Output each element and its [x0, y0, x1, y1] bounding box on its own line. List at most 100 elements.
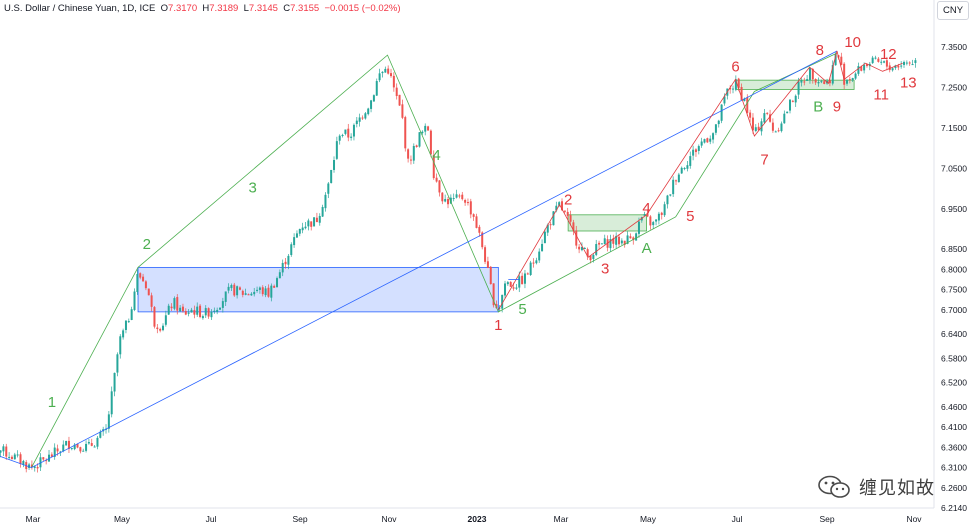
candle-body [0, 450, 2, 453]
candle-body [184, 311, 187, 315]
candle-body [885, 60, 888, 67]
candle-body [860, 66, 863, 71]
y-tick-label: 6.3600 [941, 442, 967, 452]
candle-body [914, 60, 917, 63]
low-value: 7.3145 [248, 3, 278, 14]
x-tick-label: Nov [381, 514, 397, 524]
candle-body [227, 286, 230, 291]
candle-body [558, 202, 561, 206]
low-label: L [243, 3, 249, 14]
candle-body [5, 446, 8, 457]
candle-body [375, 81, 378, 96]
y-tick-label: 6.2140 [941, 503, 967, 513]
candle-body [675, 180, 678, 182]
candle-body [518, 276, 521, 288]
candle-body [136, 274, 139, 292]
candle-body [201, 316, 204, 319]
candle-body [694, 149, 697, 153]
candle-body [757, 126, 760, 131]
time-axis: Mar May Jul Sep Nov 2023 Mar May Jul Sep Nov [26, 514, 923, 524]
candle-body [395, 87, 398, 97]
candle-body [392, 75, 395, 88]
candle-body [771, 122, 774, 131]
candle-body [823, 81, 826, 84]
candle-body [643, 214, 646, 216]
y-tick-label: 6.5200 [941, 378, 967, 388]
wave-label-red-7: 7 [760, 151, 768, 168]
candle-body [233, 284, 236, 296]
candle-body [284, 261, 287, 265]
candle-body [626, 235, 629, 244]
candle-body [261, 287, 264, 295]
wave-label-green-5: 5 [518, 301, 526, 318]
candle-body [398, 94, 401, 106]
candle-body [883, 61, 886, 63]
candle-body [854, 73, 857, 79]
candle-body [421, 131, 424, 134]
candle-body [179, 307, 182, 312]
x-tick-label: Jul [732, 514, 743, 524]
zones-layer [137, 79, 855, 313]
candle-body [350, 136, 353, 138]
candle-body [367, 108, 370, 115]
candle-body [429, 130, 432, 155]
candle-body [295, 233, 298, 238]
candle-body [187, 312, 190, 314]
candle-body [224, 291, 227, 302]
y-tick-label: 6.2600 [941, 483, 967, 493]
candle-body [110, 391, 113, 415]
candle-body [372, 95, 375, 102]
currency-button[interactable]: CNY [937, 1, 969, 20]
candle-body [412, 145, 415, 161]
candle-body [28, 464, 31, 468]
candle-body [905, 62, 908, 64]
candle-body [646, 213, 649, 217]
candle-body [749, 112, 752, 118]
candle-body [355, 120, 358, 125]
candle-body [2, 446, 5, 452]
candle-body [22, 460, 25, 465]
candle-body [370, 100, 373, 109]
candle-body [127, 321, 130, 323]
candle-body [891, 68, 894, 71]
candle-body [404, 117, 407, 149]
candle-body [358, 117, 361, 122]
candle-body [221, 301, 224, 308]
candle-body [820, 81, 823, 83]
candle-body [153, 307, 156, 327]
candle-body [900, 65, 903, 67]
candle-body [241, 290, 244, 295]
candle-body [589, 255, 592, 261]
candle-body [62, 444, 65, 452]
candle-body [361, 117, 364, 119]
candle-body [808, 67, 811, 80]
candle-body [709, 138, 712, 142]
candle-body [538, 251, 541, 261]
candle-body [173, 298, 176, 309]
candle-body [620, 240, 623, 244]
candle-body [310, 221, 313, 227]
candle-body [541, 243, 544, 252]
x-tick-label: Sep [819, 514, 834, 524]
candle-body [13, 454, 16, 460]
candle-body [865, 64, 868, 67]
candle-body [717, 120, 720, 125]
candle-body [124, 320, 127, 330]
candle-body [387, 68, 390, 74]
candle-body [592, 254, 595, 259]
candle-body [492, 283, 495, 306]
candle-body [50, 454, 53, 457]
candle-body [278, 272, 281, 279]
candle-body [96, 437, 99, 447]
candle-body [449, 197, 452, 204]
candle-body [238, 287, 241, 290]
candle-body [264, 288, 267, 296]
candle-body [441, 192, 444, 202]
candle-body [401, 104, 404, 118]
candle-body [623, 240, 626, 245]
x-tick-label: Jul [206, 514, 217, 524]
candle-body [466, 202, 469, 204]
zone-green-1 [567, 214, 647, 232]
